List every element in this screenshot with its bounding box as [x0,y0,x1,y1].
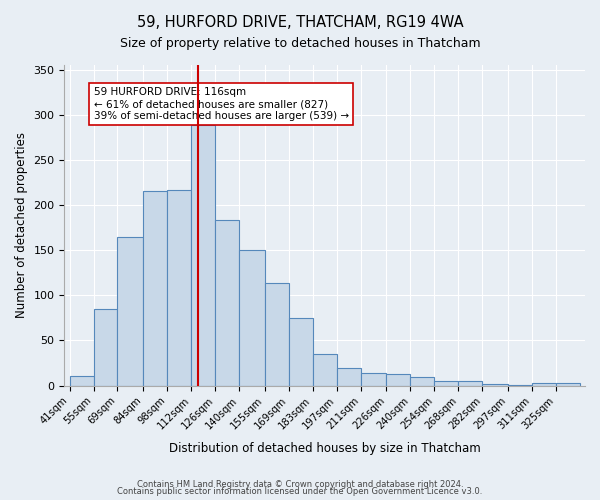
Bar [556,383,580,386]
X-axis label: Distribution of detached houses by size in Thatcham: Distribution of detached houses by size … [169,442,481,455]
Bar [94,309,118,386]
Bar [386,374,410,386]
Text: 59 HURFORD DRIVE: 116sqm
← 61% of detached houses are smaller (827)
39% of semi-: 59 HURFORD DRIVE: 116sqm ← 61% of detach… [94,88,349,120]
Bar [410,378,434,386]
Bar [215,220,239,386]
Bar [191,126,215,386]
Bar [289,318,313,386]
Bar [532,383,556,386]
Bar [458,381,482,386]
Y-axis label: Number of detached properties: Number of detached properties [15,132,28,318]
Bar [361,373,386,386]
Text: 59, HURFORD DRIVE, THATCHAM, RG19 4WA: 59, HURFORD DRIVE, THATCHAM, RG19 4WA [137,15,463,30]
Text: Contains HM Land Registry data © Crown copyright and database right 2024.: Contains HM Land Registry data © Crown c… [137,480,463,489]
Text: Size of property relative to detached houses in Thatcham: Size of property relative to detached ho… [119,38,481,51]
Bar [70,376,94,386]
Bar [313,354,337,386]
Bar [434,381,458,386]
Bar [167,190,191,386]
Bar [265,282,289,386]
Bar [118,238,143,386]
Bar [508,384,532,386]
Text: Contains public sector information licensed under the Open Government Licence v3: Contains public sector information licen… [118,488,482,496]
Bar [239,250,265,386]
Bar [337,368,361,386]
Bar [143,190,167,386]
Bar [482,384,508,386]
